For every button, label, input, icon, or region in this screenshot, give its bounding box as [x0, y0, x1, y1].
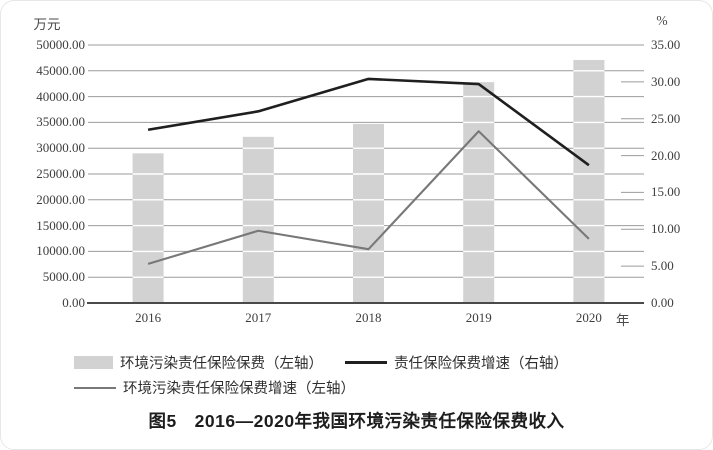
premium-bar-2018: [353, 123, 384, 303]
right-axis-unit-label: %: [656, 13, 668, 28]
left-axis-tick-label: 40000.00: [36, 88, 85, 104]
x-axis-unit-label: 年: [616, 313, 630, 328]
premium-bar-2016: [132, 153, 164, 303]
legend-label-premium-bars: 环境污染责任保险保费（左轴）: [120, 356, 323, 372]
x-axis-tick-label: 2018: [355, 310, 382, 325]
left-axis-tick-label: 0.00: [62, 295, 85, 310]
figure-caption: 图5 2016—2020年我国环境污染责任保险保费收入: [148, 411, 565, 431]
right-axis-tick-label: 5.00: [651, 258, 674, 274]
x-axis-tick-label: 2017: [245, 310, 272, 325]
bar-series-swatch-icon: [74, 356, 113, 369]
black-line-swatch-icon: [345, 361, 387, 364]
right-axis-tick-label: 0.00: [651, 295, 674, 310]
left-axis-tick-label: 35000.00: [36, 114, 85, 130]
legend-label-growth-rate-left: 环境污染责任保险保费增速（左轴）: [123, 381, 355, 397]
left-axis-tick-label: 10000.00: [36, 243, 85, 259]
left-axis-tick-label: 25000.00: [36, 166, 85, 181]
right-axis-tick-label: 20.00: [651, 147, 681, 163]
left-axis-tick-label: 5000.00: [42, 269, 85, 285]
left-axis-unit-label: 万元: [33, 17, 61, 32]
right-axis-tick-label: 30.00: [651, 73, 681, 89]
env-premium-growth-line-gray: [147, 130, 590, 265]
right-axis-tick-label: 10.00: [651, 221, 681, 237]
liability-premium-growth-line-black: [147, 77, 590, 167]
right-axis-tick-label: 15.00: [651, 184, 681, 200]
premium-bar-2020: [573, 59, 605, 303]
legend-row-1: 环境污染责任保险保费（左轴） 责任保险保费增速（右轴）: [74, 352, 568, 373]
legend-row-2: 环境污染责任保险保费增速（左轴）: [74, 377, 355, 398]
premium-bar-2017: [242, 136, 274, 303]
legend-label-growth-rate-right: 责任保险保费增速（右轴）: [394, 356, 568, 372]
x-axis-tick-label: 2019: [465, 310, 492, 325]
left-axis-tick-label: 20000.00: [36, 191, 85, 207]
left-axis-tick-label: 45000.00: [36, 62, 85, 78]
left-axis-tick-label: 15000.00: [36, 217, 85, 233]
right-axis-tick-label: 35.00: [651, 37, 681, 52]
x-axis-tick-label: 2016: [135, 310, 162, 325]
x-axis-tick-label: 2020: [575, 310, 602, 325]
gray-line-swatch-icon: [74, 386, 116, 389]
left-axis-tick-label: 50000.00: [36, 37, 85, 52]
left-axis-tick-label: 30000.00: [36, 140, 85, 156]
right-axis-tick-label: 25.00: [651, 110, 681, 126]
premium-bar-2019: [463, 82, 495, 303]
